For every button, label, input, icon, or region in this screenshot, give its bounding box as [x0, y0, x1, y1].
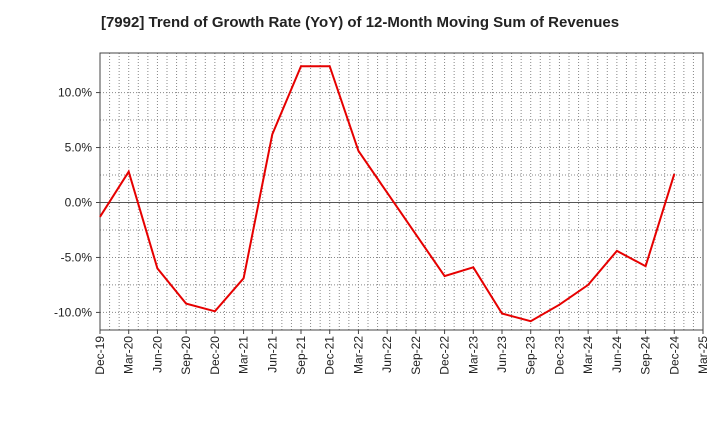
series-line: [99, 65, 676, 323]
series: [99, 65, 676, 323]
x-axis: Dec-19 Mar-20 Jun-20 Sep-20 Dec-20 Mar-21 Jun-…: [93, 330, 710, 375]
x-tick-label: Sep-22: [409, 336, 423, 375]
y-tick-label: 0.0%: [65, 195, 93, 209]
x-tick-label: Mar-23: [466, 336, 480, 374]
x-tick-label: Jun-23: [495, 336, 509, 373]
x-tick-label: Jun-24: [610, 336, 624, 373]
x-tick-label: Dec-22: [438, 336, 452, 375]
plot-area-frame: [99, 52, 704, 331]
x-tick-label: Sep-21: [294, 336, 308, 375]
x-tick-label: Mar-21: [237, 336, 251, 374]
x-tick-label: Mar-25: [696, 336, 710, 374]
x-tick-label: Sep-24: [639, 336, 653, 375]
x-tick-label: Dec-21: [323, 336, 337, 375]
y-tick-label: 5.0%: [65, 141, 93, 155]
x-tick-label: Sep-23: [524, 336, 538, 375]
x-tick-label: Jun-20: [150, 336, 164, 373]
x-tick-label: Mar-20: [122, 336, 136, 374]
x-tick-label: Dec-23: [552, 336, 566, 375]
y-tick-label: -10.0%: [54, 305, 92, 319]
y-tick-label: 10.0%: [58, 86, 92, 100]
x-tick-label: Sep-20: [179, 336, 193, 375]
x-tick-label: Mar-22: [351, 336, 365, 374]
x-tick-label: Dec-24: [667, 336, 681, 375]
chart-title: [7992] Trend of Growth Rate (YoY) of 12-…: [100, 14, 620, 31]
x-tick-label: Jun-21: [265, 336, 279, 373]
x-tick-label: Mar-24: [581, 336, 595, 374]
grid: [100, 53, 703, 330]
y-axis: 10.0% 5.0% 0.0% -5.0% -10.0%: [54, 86, 100, 319]
x-tick-label: Dec-19: [93, 336, 107, 375]
y-tick-label: -5.0%: [61, 250, 93, 264]
x-tick-label: Jun-22: [380, 336, 394, 373]
x-tick-label: Dec-20: [208, 336, 222, 375]
